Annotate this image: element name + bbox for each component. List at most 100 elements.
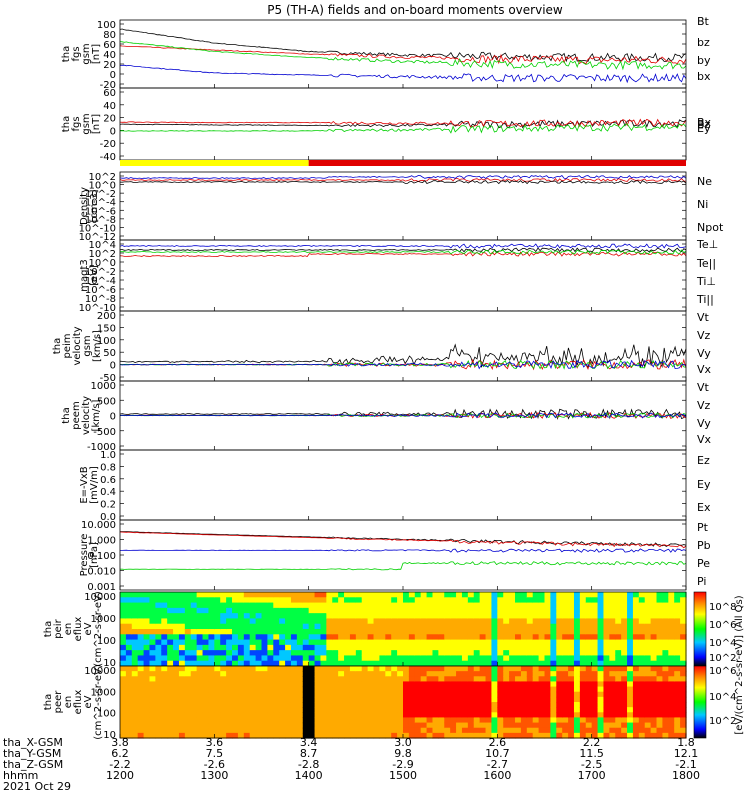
- footer-value: 3.6: [206, 736, 224, 749]
- heatmap-cell: [414, 629, 422, 635]
- heatmap-cell: [461, 712, 469, 719]
- heatmap-cell: [538, 607, 546, 614]
- heatmap-cell: [515, 602, 522, 609]
- heatmap-cell: [479, 592, 487, 598]
- heatmap-cell: [621, 727, 628, 734]
- heatmap-cell: [397, 613, 404, 620]
- heatmap-cell: [585, 717, 593, 724]
- footer-value: 7.5: [206, 747, 224, 760]
- heatmap-cell: [314, 712, 322, 719]
- heatmap-cell: [290, 644, 298, 651]
- heatmap-cell: [361, 732, 369, 739]
- heatmap-cell: [184, 644, 192, 651]
- heatmap-cell: [550, 702, 557, 708]
- heatmap-cell: [279, 722, 286, 729]
- heatmap-cell: [190, 712, 198, 719]
- heatmap-cell: [326, 686, 333, 693]
- heatmap-cell: [326, 722, 333, 729]
- colorbar-electron: [693, 665, 707, 739]
- heatmap-cell: [585, 676, 593, 683]
- heatmap-cell: [308, 644, 316, 651]
- heatmap-cell: [550, 634, 557, 641]
- heatmap-cell: [155, 696, 162, 703]
- heatmap-cell: [638, 696, 646, 703]
- heatmap-cell: [373, 702, 381, 708]
- heatmap-cell: [379, 623, 386, 630]
- heatmap-cell: [149, 597, 156, 604]
- heatmap-cell: [497, 602, 504, 609]
- heatmap-cell: [214, 722, 221, 729]
- heatmap-cell: [202, 597, 210, 604]
- heatmap-cell: [149, 681, 156, 688]
- heatmap-cell: [302, 650, 310, 657]
- heatmap-cell: [632, 717, 640, 724]
- heatmap-cell: [603, 618, 610, 625]
- heatmap-cell: [573, 613, 581, 620]
- heatmap-cell: [173, 702, 180, 708]
- heatmap-cell: [497, 607, 504, 614]
- heatmap-cell: [432, 623, 439, 630]
- heatmap-cell: [550, 623, 557, 630]
- heatmap-cell: [255, 671, 263, 677]
- heatmap-cell: [597, 707, 605, 713]
- heatmap-cell: [426, 712, 434, 719]
- heatmap-cell: [178, 639, 186, 646]
- heatmap-cell: [609, 634, 616, 641]
- heatmap-cell: [627, 650, 634, 657]
- heatmap-cell: [143, 644, 151, 651]
- heatmap-cell: [397, 597, 404, 604]
- heatmap-cell: [526, 707, 534, 713]
- heatmap-cell: [503, 717, 510, 724]
- heatmap-cell: [379, 650, 386, 657]
- heatmap-cell: [349, 607, 357, 614]
- heatmap-cell: [261, 696, 268, 703]
- heatmap-cell: [556, 691, 563, 698]
- heatmap-cell: [403, 639, 410, 646]
- heatmap-cell: [650, 607, 658, 614]
- heatmap-cell: [426, 681, 434, 688]
- heatmap-cell: [355, 607, 363, 614]
- heatmap-cell: [432, 722, 439, 729]
- heatmap-cell: [520, 686, 528, 693]
- heatmap-cell: [573, 639, 581, 646]
- heatmap-cell: [473, 592, 481, 598]
- heatmap-cell: [379, 607, 386, 614]
- heatmap-cell: [137, 655, 145, 662]
- heatmap-cell: [161, 634, 168, 641]
- heatmap-cell: [408, 634, 416, 641]
- heatmap-cell: [573, 671, 581, 677]
- heatmap-cell: [644, 727, 652, 734]
- series-line: [119, 359, 687, 370]
- heatmap-cell: [326, 732, 333, 739]
- heatmap-cell: [509, 686, 516, 693]
- heatmap-cell: [444, 727, 451, 734]
- heatmap-cell: [467, 666, 475, 672]
- heatmap-cell: [426, 629, 434, 635]
- heatmap-cell: [585, 660, 593, 667]
- heatmap-cell: [497, 650, 504, 657]
- heatmap-cell: [627, 660, 634, 667]
- heatmap-cell: [173, 681, 180, 688]
- heatmap-cell: [414, 681, 422, 688]
- heatmap-cell: [308, 732, 316, 739]
- heatmap-cell: [184, 702, 192, 708]
- heatmap-cell: [573, 676, 581, 683]
- heatmap-cell: [674, 618, 681, 625]
- heatmap-cell: [314, 634, 322, 641]
- heatmap-cell: [644, 623, 652, 630]
- heatmap-cell: [538, 618, 546, 625]
- heatmap-cell: [668, 666, 675, 672]
- heatmap-cell: [550, 671, 557, 677]
- heatmap-cell: [273, 655, 280, 662]
- heatmap-cell: [662, 618, 669, 625]
- heatmap-cell: [579, 717, 587, 724]
- legend-label: Bz: [697, 118, 711, 131]
- heatmap-cell: [214, 629, 221, 635]
- heatmap-cell: [467, 722, 475, 729]
- heatmap-cell: [609, 597, 616, 604]
- heatmap-cell: [131, 717, 139, 724]
- heatmap-cell: [332, 592, 339, 598]
- heatmap-cell: [526, 602, 534, 609]
- heatmap-cell: [485, 660, 493, 667]
- heatmap-cell: [444, 592, 451, 598]
